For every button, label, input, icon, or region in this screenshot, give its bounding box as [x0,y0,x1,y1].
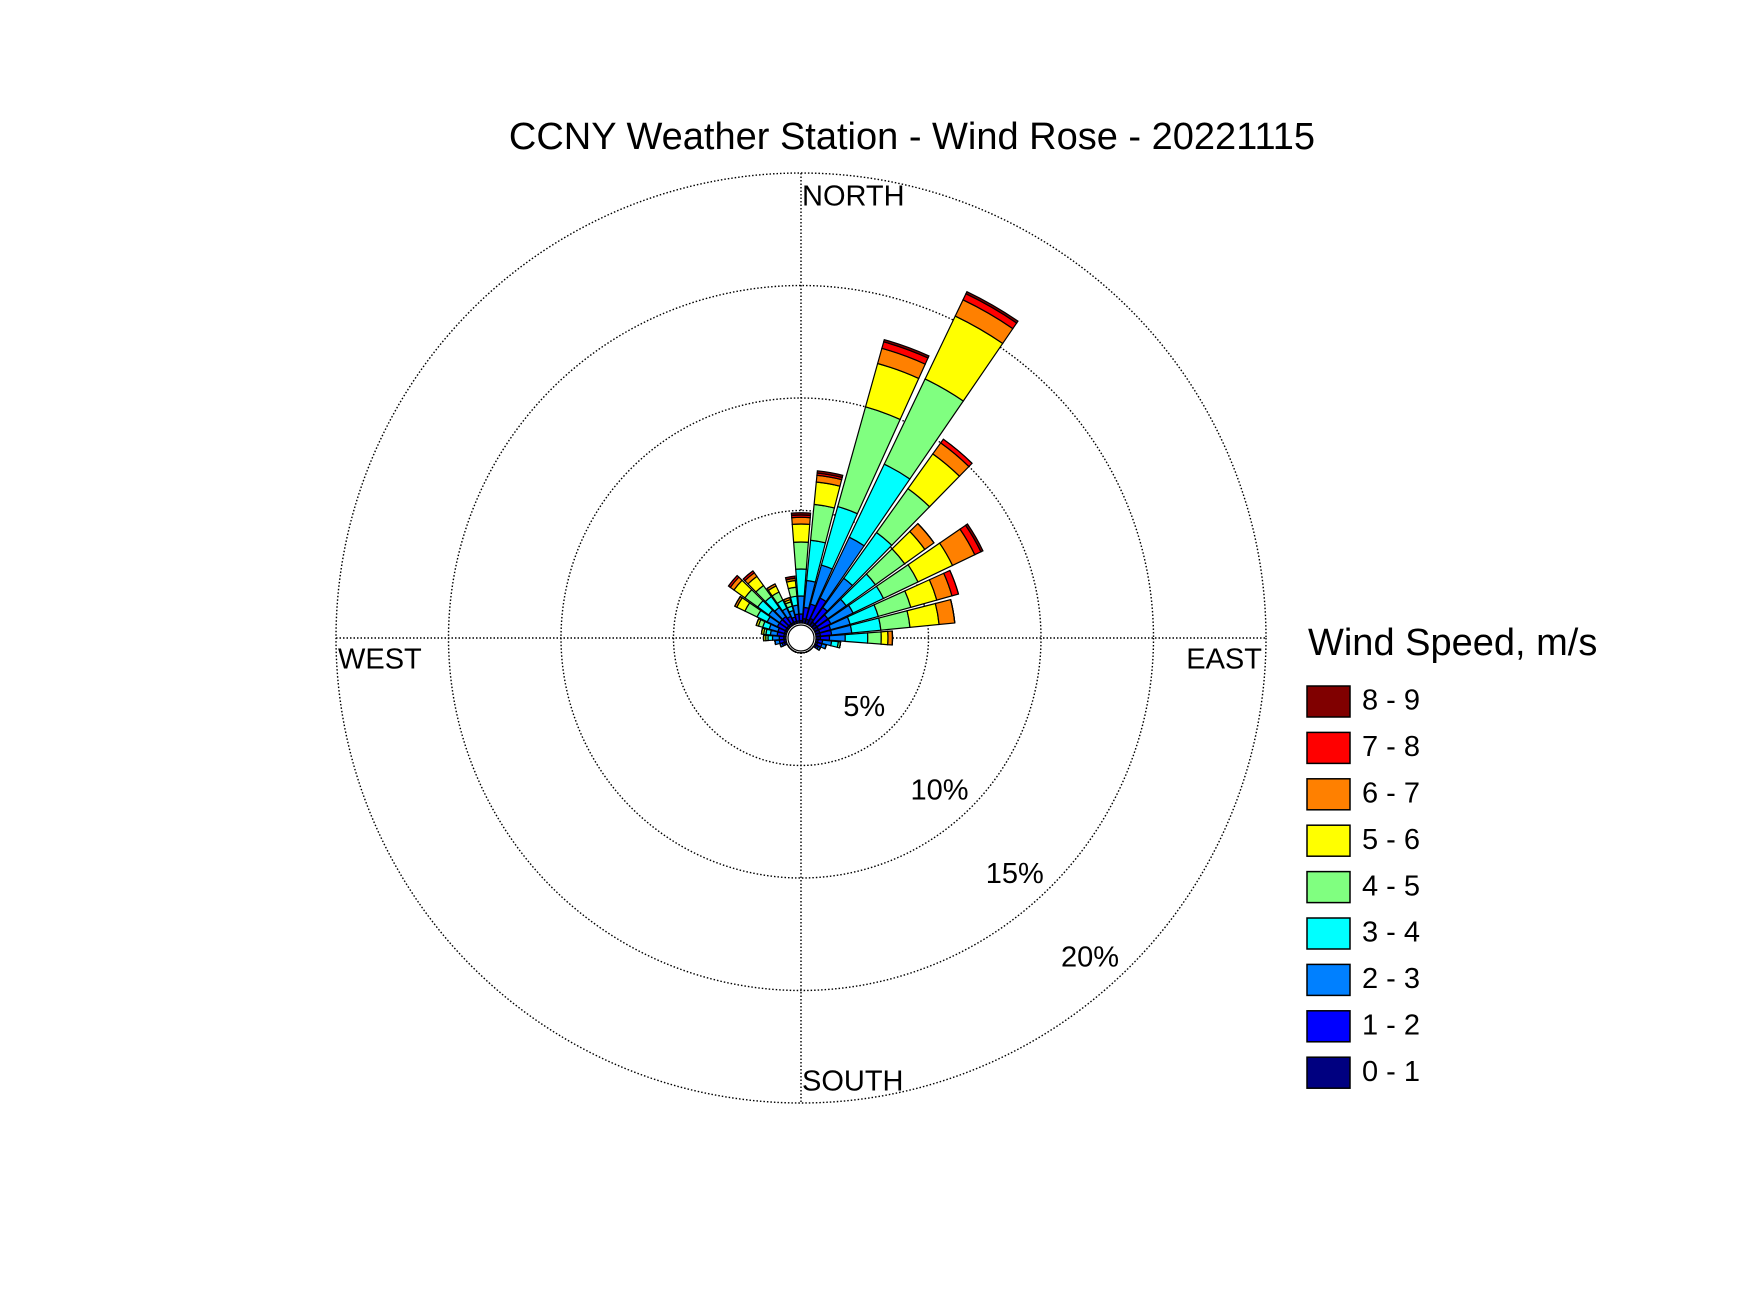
petal-segment [844,632,869,644]
petal-segment [727,575,738,587]
petal-segment [786,644,790,647]
legend-swatch [1306,1056,1351,1089]
petal-segment [791,516,811,525]
petal-segment [838,641,842,649]
legend-swatch [1306,685,1351,718]
legend-title: Wind Speed, m/s [1308,622,1597,664]
ring-label: 10% [910,774,968,806]
ring-label: 5% [843,691,885,723]
petal-segment [794,651,798,654]
grid-ring [672,509,930,767]
legend-label: 8 - 9 [1362,685,1420,717]
petal-segment [790,512,812,517]
petal-segment [950,599,956,623]
legend-swatch [1306,824,1351,857]
legend-swatch [1306,870,1351,904]
chart-title: CCNY Weather Station - Wind Rose - 20221… [509,116,1315,158]
petal-segment [804,651,808,654]
petal-segment [795,568,807,597]
petal-segment [790,648,793,651]
ring-label: 20% [1061,942,1119,974]
legend-label: 5 - 6 [1362,824,1420,856]
petal-segment [783,596,790,601]
grid-ring [335,172,1267,1104]
legend-label: 6 - 7 [1362,777,1420,809]
west-label: WEST [338,644,422,676]
petal-segment [809,648,812,651]
petal-segment [813,481,841,509]
petal-segment [942,438,973,464]
petal-segment [734,596,741,607]
legend-label: 4 - 5 [1362,870,1420,902]
petal-segment [774,640,777,645]
petal-segment [755,618,760,626]
legend-label: 0 - 1 [1362,1056,1420,1088]
legend-swatch [1306,1010,1351,1043]
petal-segment [811,646,814,649]
grid-ring [447,284,1155,992]
legend-label: 7 - 8 [1362,731,1420,763]
south-label: SOUTH [802,1066,904,1098]
petal-segment [767,634,774,642]
petal-segment [760,627,764,635]
legend-swatch [1306,963,1351,997]
petal-segment [880,630,889,646]
north-label: NORTH [802,181,905,213]
petal-segment [964,523,984,553]
petal-segment [882,338,930,359]
petal-segment [965,290,1019,324]
petal-segment [816,470,844,479]
petal-segment [784,575,796,581]
grid-ring [560,397,1042,879]
petals [727,290,1019,654]
petal-segment [791,523,811,543]
legend-swatch [1306,731,1351,765]
center-hole [787,624,815,652]
petal-segment [788,646,791,649]
ring-label: 15% [986,858,1044,890]
legend-label: 1 - 2 [1362,1009,1420,1041]
petal-segment [792,541,810,570]
petal-segment [828,633,846,643]
legend-label: 2 - 3 [1362,963,1420,995]
grid [335,172,1267,1104]
east-label: EAST [1186,644,1262,676]
legend-swatch [1306,778,1351,811]
petal-segment [807,649,810,653]
petal-segment [792,649,795,653]
petal-segment [866,631,882,645]
petal-segment [771,635,780,641]
legend-label: 3 - 4 [1362,917,1420,949]
legend-swatch [1306,917,1351,950]
